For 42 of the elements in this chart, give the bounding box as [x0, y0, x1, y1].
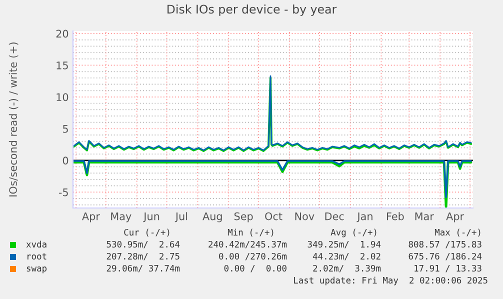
legend-label: xvda — [26, 240, 46, 248]
y-tick-label: 5 — [63, 125, 68, 133]
legend-label: swap — [26, 266, 47, 274]
legend-label: root — [28, 253, 46, 260]
y-tick-label: 10 — [56, 93, 68, 102]
line-series — [73, 160, 472, 198]
text: Max (-/+) — [434, 228, 480, 237]
x-tick-label: Feb — [386, 212, 404, 220]
text: 44.23m/ 2.02 — [312, 252, 380, 260]
x-tick-label: Sep — [234, 212, 253, 222]
text: 349.25m/ 1.94 — [308, 240, 381, 248]
x-tick-label: Oct — [265, 212, 282, 220]
x-tick-label: Nov — [295, 212, 314, 220]
x-tick-label: Jun — [143, 212, 160, 222]
y-tick-label: -5 — [58, 188, 68, 196]
y-tick-label: 20 — [56, 30, 68, 38]
text: 808.57 /175.83 — [408, 240, 482, 248]
x-tick-label: May — [111, 212, 132, 222]
text: 2.02m/ 3.39m — [313, 264, 381, 272]
text: 17.91 / 13.33 — [414, 264, 482, 272]
x-tick-label: Dec — [325, 212, 344, 220]
text: Min (-/+) — [228, 228, 274, 237]
x-tick-label: Aug — [202, 212, 222, 222]
text: 0.00 / 0.00 — [224, 264, 286, 272]
text: Avg (-/+) — [330, 228, 376, 238]
chart-title: Disk IOs per device - by year — [168, 4, 337, 16]
y-tick-label: 0 — [62, 156, 68, 165]
x-tick-label: Jul — [174, 212, 188, 222]
text: Cur (-/+) — [124, 228, 170, 237]
x-tick-label: Mar — [415, 212, 434, 220]
text: 207.28m/ 2.75 — [106, 252, 180, 260]
text: 0.00 /270.26m — [219, 252, 287, 260]
y-tick-label: 15 — [56, 62, 68, 70]
text: 675.76 /186.24 — [408, 252, 482, 260]
text: Last update: Fri May 2 02:00:06 2025 — [294, 276, 488, 286]
text: 530.95m/ 2.64 — [106, 240, 180, 248]
text: 240.42m/245.37m — [208, 240, 287, 248]
text: 29.06m/ 37.74m — [106, 264, 180, 272]
y-axis-title: IOs/second read (-) / write (+) — [8, 42, 18, 196]
x-tick-label: Apr — [82, 212, 100, 222]
x-tick-label: Jan — [356, 212, 372, 222]
x-tick-label: Apr — [446, 212, 464, 222]
